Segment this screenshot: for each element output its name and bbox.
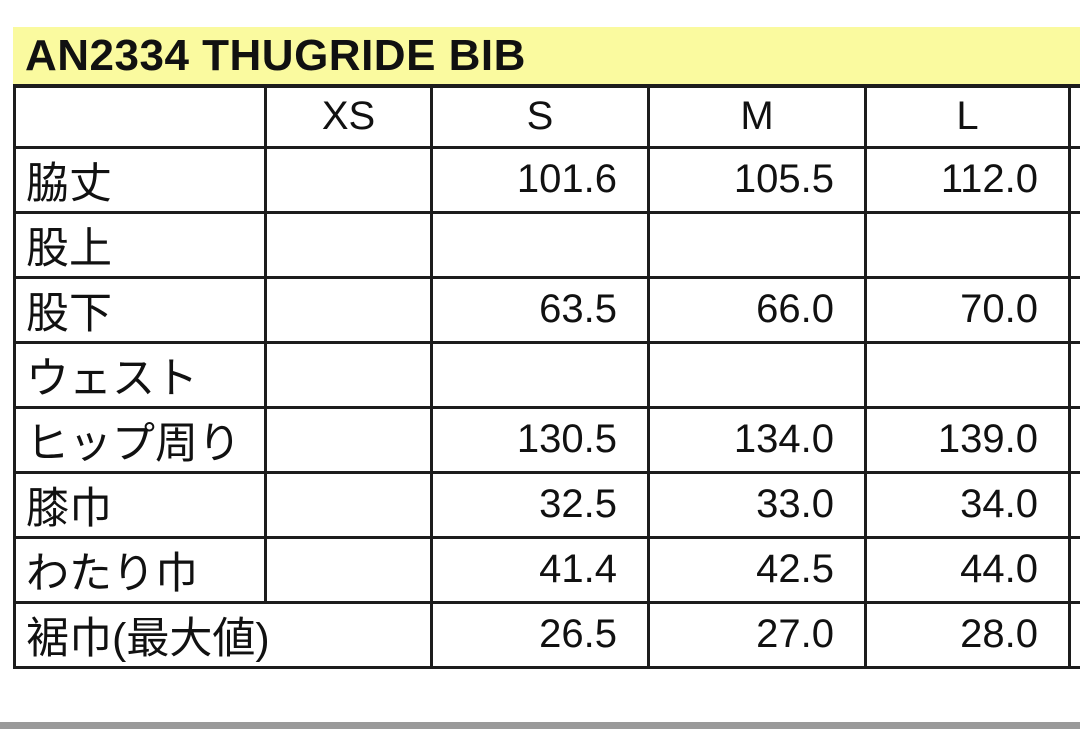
size-header-m: M — [647, 88, 867, 149]
value-cell: 112.0 — [864, 145, 1071, 214]
value-cell — [647, 210, 867, 279]
row-label: 股下 — [13, 275, 267, 344]
measurement-row: 裾巾(最大値) 26.5 27.0 28.0 — [13, 600, 1080, 669]
value-cell — [864, 210, 1071, 279]
value-cell: 66.0 — [647, 275, 867, 344]
clipped-cell — [1068, 210, 1080, 279]
value-cell: 105.5 — [647, 145, 867, 214]
value-cell: 28.0 — [864, 600, 1071, 669]
clipped-cell — [1068, 535, 1080, 604]
size-chart-table: XS S M L 脇丈 101.6 105.5 112.0 股上 股下 63.5 — [13, 88, 1080, 669]
measurement-row: ウェスト — [13, 340, 1080, 409]
value-cell: 70.0 — [864, 275, 1071, 344]
value-cell: 26.5 — [430, 600, 650, 669]
size-header-l: L — [864, 88, 1071, 149]
value-cell — [264, 340, 433, 409]
value-cell — [264, 405, 433, 474]
value-cell — [430, 210, 650, 279]
row-label: ウェスト — [13, 340, 267, 409]
measurement-row: わたり巾 41.4 42.5 44.0 — [13, 535, 1080, 604]
clipped-cell — [1068, 470, 1080, 539]
measurement-row: 膝巾 32.5 33.0 34.0 — [13, 470, 1080, 539]
clipped-cell — [1068, 600, 1080, 669]
row-label: 脇丈 — [13, 145, 267, 214]
size-header-xs: XS — [264, 88, 433, 149]
value-cell: 63.5 — [430, 275, 650, 344]
size-header-row: XS S M L — [13, 88, 1080, 149]
value-cell — [264, 210, 433, 279]
clipped-cell — [1068, 275, 1080, 344]
value-cell: 44.0 — [864, 535, 1071, 604]
value-cell: 27.0 — [647, 600, 867, 669]
value-cell: 101.6 — [430, 145, 650, 214]
value-cell: 32.5 — [430, 470, 650, 539]
row-label: 膝巾 — [13, 470, 267, 539]
measurement-row: 股下 63.5 66.0 70.0 — [13, 275, 1080, 344]
value-cell: 42.5 — [647, 535, 867, 604]
value-cell: 33.0 — [647, 470, 867, 539]
row-label: ヒップ周り — [13, 405, 267, 474]
value-cell: 34.0 — [864, 470, 1071, 539]
clipped-cell — [1068, 405, 1080, 474]
value-cell — [864, 340, 1071, 409]
row-label: 股上 — [13, 210, 267, 279]
clipped-cell — [1068, 145, 1080, 214]
value-cell — [264, 145, 433, 214]
value-cell — [265, 600, 433, 669]
value-cell — [647, 340, 867, 409]
value-cell — [264, 535, 433, 604]
clipped-cell — [1068, 340, 1080, 409]
size-header-clipped — [1068, 88, 1080, 149]
row-label: 裾巾(最大値) — [13, 600, 270, 669]
measurement-row: 脇丈 101.6 105.5 112.0 — [13, 145, 1080, 214]
size-chart: AN2334 THUGRIDE BIB XS S M L 脇丈 101.6 10… — [13, 27, 1080, 669]
row-label: わたり巾 — [13, 535, 267, 604]
chart-title-bar: AN2334 THUGRIDE BIB — [13, 27, 1080, 88]
value-cell — [430, 340, 650, 409]
value-cell: 134.0 — [647, 405, 867, 474]
value-cell — [264, 275, 433, 344]
value-cell: 130.5 — [430, 405, 650, 474]
bottom-divider-bar — [0, 722, 1080, 729]
corner-cell — [13, 88, 267, 149]
measurement-row: 股上 — [13, 210, 1080, 279]
value-cell — [264, 470, 433, 539]
value-cell: 41.4 — [430, 535, 650, 604]
chart-title: AN2334 THUGRIDE BIB — [25, 30, 526, 80]
size-header-s: S — [430, 88, 650, 149]
value-cell: 139.0 — [864, 405, 1071, 474]
measurement-row: ヒップ周り 130.5 134.0 139.0 — [13, 405, 1080, 474]
